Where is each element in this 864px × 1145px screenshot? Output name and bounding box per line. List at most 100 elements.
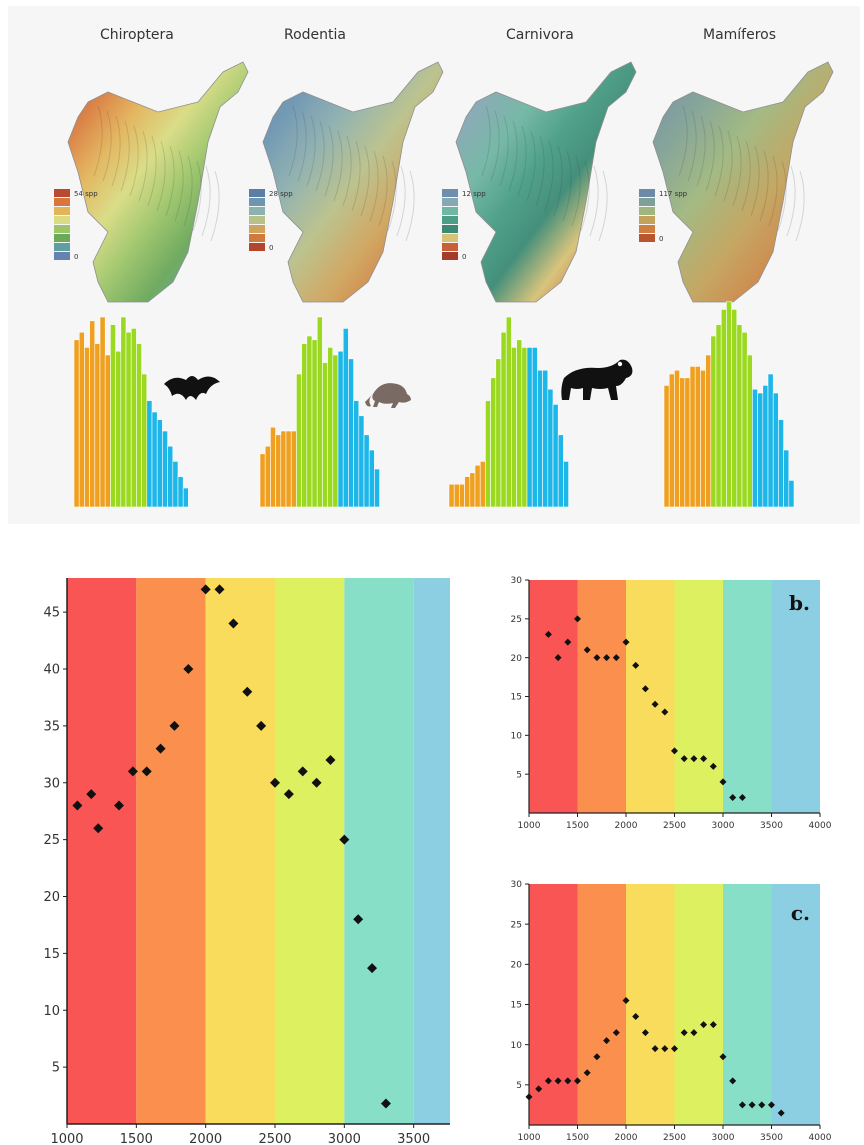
data-point [709, 1021, 717, 1029]
data-point [283, 789, 294, 800]
x-tick-label: 1500 [566, 1133, 589, 1142]
data-point [155, 743, 166, 754]
histogram-bar [767, 373, 774, 508]
y-tick-label: 5 [52, 1061, 60, 1076]
legend-swatch [639, 216, 655, 224]
legend-min-label: 0 [74, 253, 78, 261]
legend-swatch [639, 225, 655, 233]
legend-swatch [249, 216, 265, 224]
data-point [671, 747, 678, 755]
map-relief-line [93, 105, 103, 177]
histogram-bar [151, 411, 158, 508]
data-point [719, 1053, 727, 1061]
x-tick-label: 1500 [566, 821, 589, 831]
histogram-bar [104, 354, 111, 508]
histogram-bar [542, 369, 549, 508]
map-relief-line [696, 115, 706, 187]
histogram-bar [182, 487, 189, 508]
data-point [768, 1101, 775, 1109]
histogram-bar [259, 453, 266, 508]
histogram-bar [741, 331, 748, 508]
y-tick-label: 25 [43, 833, 60, 848]
map-relief-line [201, 165, 211, 237]
data-point [729, 793, 737, 801]
histogram-bar [316, 316, 323, 508]
data-point [593, 654, 601, 662]
histogram-bar [720, 309, 727, 508]
data-point [622, 638, 630, 646]
histogram-bar [337, 350, 344, 508]
histogram-bar [563, 461, 569, 508]
map-relief-line [174, 150, 184, 222]
map-relief-line [768, 155, 778, 227]
histogram-bar [368, 449, 375, 508]
elevation-band [674, 884, 723, 1125]
map-title-mamiferos: Mamíferos [703, 27, 777, 43]
histogram-bar [762, 385, 769, 508]
y-tick-label: 25 [511, 920, 522, 930]
histogram-bar [125, 331, 132, 508]
data-point [325, 755, 336, 765]
y-tick-label: 35 [43, 719, 60, 734]
data-point [127, 766, 138, 777]
legend-swatch [442, 216, 458, 224]
x-tick-label: 3000 [712, 1133, 735, 1142]
histogram-bar [78, 331, 85, 508]
map-relief-line [732, 135, 742, 207]
histogram-bar [788, 480, 795, 508]
data-point [690, 755, 698, 763]
histogram-bar [177, 476, 184, 508]
data-point [574, 1077, 581, 1085]
data-point [200, 584, 211, 595]
histogram-bar [363, 434, 370, 508]
elevation-band [67, 578, 137, 1124]
map-mamíferos [652, 61, 834, 303]
histogram-bar [84, 347, 90, 508]
chart-b: 5 10 15 20 25 30 1000 1500 2000 2500 3000 3500 4000 b… [511, 576, 832, 831]
data-point [525, 1093, 533, 1101]
histogram-bar [120, 316, 127, 508]
histogram-bar [172, 461, 179, 508]
legend-swatch [442, 252, 458, 260]
histogram-bar [552, 404, 559, 508]
y-tick-label: 10 [511, 1041, 523, 1051]
legend-min-label: 0 [269, 244, 273, 252]
map-relief-line [129, 125, 139, 197]
x-tick-label: 3500 [397, 1132, 430, 1145]
histogram-bar [485, 400, 491, 508]
histogram-bar [469, 472, 476, 508]
histogram-bar [301, 343, 308, 508]
x-tick-label: 2000 [615, 1133, 638, 1142]
data-point [690, 1029, 698, 1037]
data-point [367, 963, 378, 974]
data-point [593, 1053, 601, 1061]
map-relief-line [342, 135, 352, 207]
map-relief-line [192, 160, 202, 232]
histogram-bar [705, 354, 712, 508]
data-point [612, 1029, 620, 1037]
y-tick-label: 5 [516, 1081, 522, 1091]
histogram-bar [516, 339, 523, 508]
histogram-bar [772, 392, 779, 508]
histogram-bar [668, 373, 675, 508]
histogram-bar [167, 445, 174, 508]
map-relief-line [324, 125, 334, 197]
data-point [651, 1045, 659, 1053]
data-point [632, 1013, 640, 1021]
x-tick-label: 4000 [809, 1133, 832, 1142]
data-point [612, 654, 620, 662]
legend-swatch [54, 243, 70, 251]
histogram-bar [327, 347, 334, 508]
data-point [738, 793, 746, 801]
histogram-bar [374, 468, 380, 508]
data-point [72, 800, 83, 811]
histogram-bar [700, 369, 706, 508]
legend-swatch [442, 225, 458, 233]
x-tick-label: 2500 [258, 1132, 291, 1145]
map-relief-line [553, 145, 563, 217]
map-relief-line [562, 150, 572, 222]
data-point [758, 1101, 766, 1109]
data-point [671, 1045, 678, 1053]
map-relief-line [714, 125, 724, 197]
data-point [169, 720, 180, 731]
